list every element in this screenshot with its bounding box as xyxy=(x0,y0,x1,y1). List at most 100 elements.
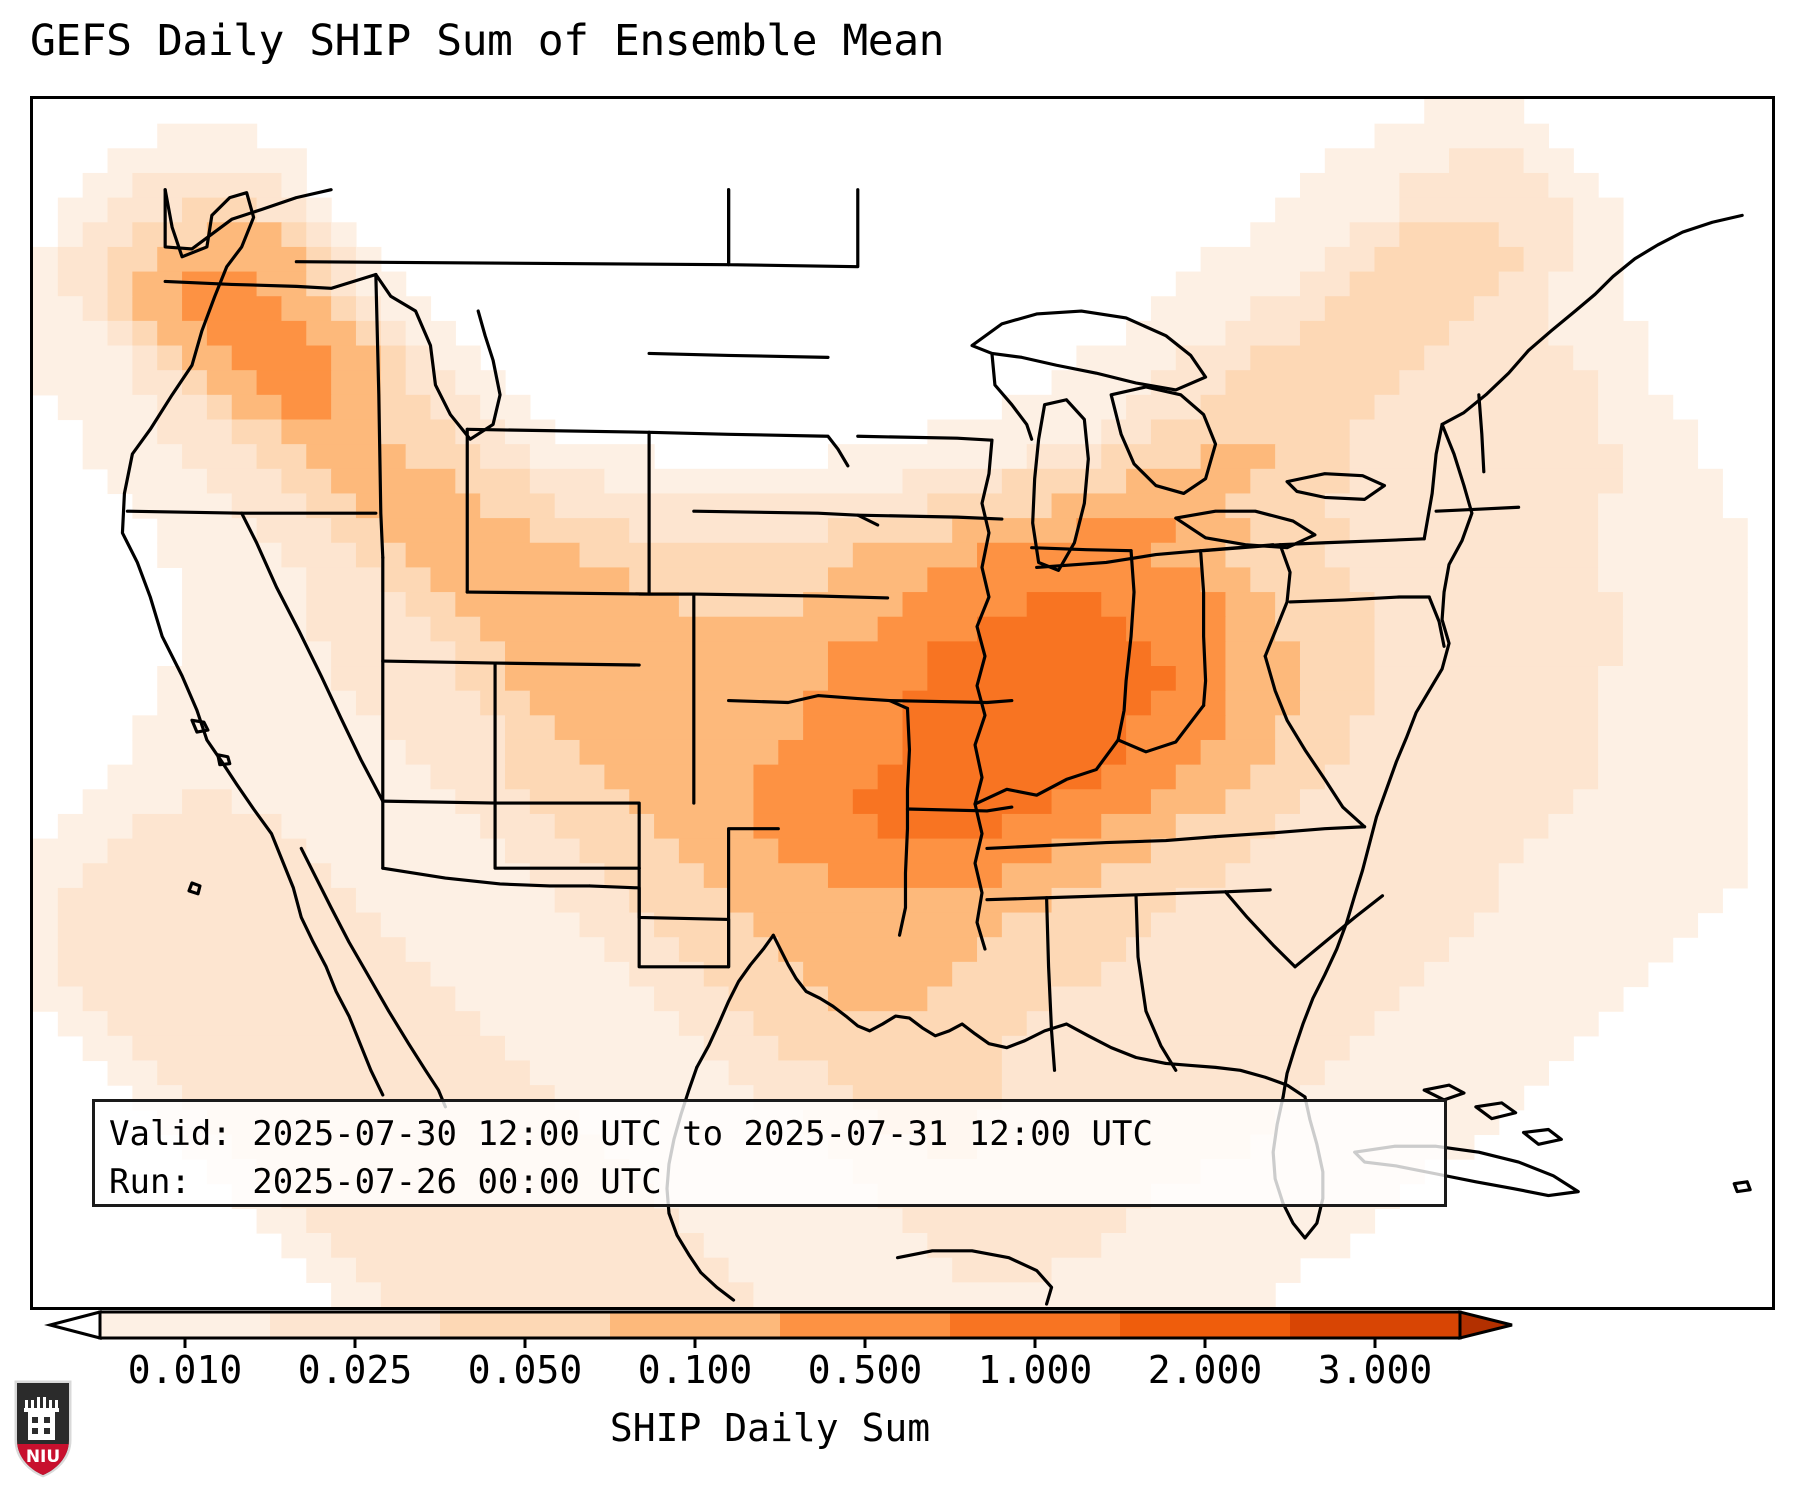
heatmap-cell xyxy=(1051,986,1400,1012)
heatmap-cell xyxy=(977,616,1127,642)
lake-superior xyxy=(970,309,1208,392)
heatmap-cell xyxy=(753,1282,1276,1307)
heatmap-cell xyxy=(405,345,432,371)
heatmap-cell xyxy=(1275,197,1400,223)
heatmap-cell xyxy=(380,370,407,396)
map-panel[interactable]: Valid: 2025-07-30 12:00 UTC to 2025-07-3… xyxy=(30,96,1775,1310)
coast-atlantic-mid xyxy=(1281,422,1474,1099)
heatmap-cell xyxy=(82,1035,133,1062)
heatmap-cell xyxy=(529,518,630,544)
heatmap-cell xyxy=(1101,592,1227,618)
heatmap-cell xyxy=(1548,271,1624,297)
forecast-info-box: Valid: 2025-07-30 12:00 UTC to 2025-07-3… xyxy=(92,1099,1447,1207)
colorbar-svg[interactable] xyxy=(30,1302,1530,1348)
heatmap-cell xyxy=(355,246,382,273)
heatmap-cell xyxy=(1150,912,1475,938)
heatmap-cell xyxy=(1101,1233,1351,1259)
colorbar-outline xyxy=(98,1310,1462,1340)
border-il-in xyxy=(1116,549,1136,742)
heatmap-cell xyxy=(355,1257,730,1283)
heatmap-cell xyxy=(405,320,456,347)
heatmap-cell xyxy=(1150,838,1251,864)
border-nm-mexico xyxy=(587,884,731,969)
heatmap-cell xyxy=(430,764,506,790)
run-time-line: Run: 2025-07-26 00:00 UTC xyxy=(109,1162,662,1202)
heatmap-cell xyxy=(57,887,357,914)
border-pa-md xyxy=(1288,595,1431,604)
heatmap-cell xyxy=(902,690,1152,716)
heatmap-cell xyxy=(1299,666,1376,692)
heatmap-cell xyxy=(355,690,481,716)
heatmap-cell xyxy=(355,887,556,914)
heatmap-cell xyxy=(1175,764,1251,790)
heatmap-cell xyxy=(1573,222,1624,248)
island-baja xyxy=(187,881,202,896)
heatmap-cell xyxy=(132,320,158,347)
heatmap-cell xyxy=(529,690,804,716)
colorbar[interactable] xyxy=(30,1302,1530,1348)
heatmap-cell xyxy=(1349,1035,1574,1062)
heatmap-cell xyxy=(1275,616,1376,642)
colorbar-tick-label: 0.010 xyxy=(127,1348,243,1392)
heatmap-cell xyxy=(1299,690,1376,716)
heatmap-cell xyxy=(256,518,332,544)
heatmap-cell xyxy=(654,986,730,1012)
border-ne-ks xyxy=(692,509,880,527)
heatmap-cell xyxy=(380,518,531,544)
heatmap-cell xyxy=(455,592,680,618)
heatmap-cell xyxy=(952,518,1077,544)
heatmap-cell xyxy=(430,616,481,642)
heatmap-cell xyxy=(1374,690,1599,716)
heatmap-cell xyxy=(306,246,332,273)
heatmap-cell xyxy=(1349,567,1599,593)
colorbar-tick-label: 0.100 xyxy=(637,1348,753,1392)
heatmap-cell xyxy=(1051,789,1152,815)
heatmap-cell xyxy=(380,1282,755,1307)
colorbar-axis-label: SHIP Daily Sum xyxy=(609,1406,931,1450)
heatmap-cell xyxy=(82,789,183,815)
heatmap-cell xyxy=(703,1233,928,1259)
border-us-canada-west xyxy=(163,188,333,251)
heatmap-cell xyxy=(33,246,59,273)
heatmap-cell xyxy=(1299,641,1376,667)
border-va-nc xyxy=(1213,825,1367,839)
heatmap-cell xyxy=(132,813,283,840)
lake-ontario xyxy=(1285,472,1387,501)
heatmap-cell xyxy=(1001,912,1152,938)
heatmap-cell xyxy=(182,616,307,642)
heatmap-cell xyxy=(430,345,481,371)
border-az-mexico xyxy=(381,866,592,888)
heatmap-cell xyxy=(1299,271,1351,297)
heatmap-cell xyxy=(629,887,730,914)
heatmap-cell xyxy=(1150,419,1351,445)
heatmap-cell xyxy=(1598,542,1748,568)
heatmap-cell xyxy=(33,345,133,371)
coast-texas-mexico xyxy=(695,933,775,1069)
heatmap-cell xyxy=(654,813,755,840)
heatmap-cell xyxy=(1523,246,1574,273)
heatmap-cell xyxy=(1449,320,1550,347)
coast-baja-california xyxy=(299,846,447,1109)
heatmap-cell xyxy=(107,764,432,790)
heatmap-cell xyxy=(579,838,680,864)
page-title: GEFS Daily SHIP Sum of Ensemble Mean xyxy=(30,16,944,66)
heatmap-cell xyxy=(1126,394,1202,421)
heatmap-cell xyxy=(33,271,59,297)
heatmap-cell xyxy=(33,863,84,889)
heatmap-cell xyxy=(728,986,829,1012)
heatmap-cell xyxy=(1374,616,1624,642)
heatmap-cell xyxy=(480,616,879,642)
heatmap-cell xyxy=(1573,197,1624,223)
heatmap-cell xyxy=(1001,1060,1326,1086)
map-canvas[interactable] xyxy=(33,99,1772,1307)
heatmap-cell xyxy=(1101,961,1425,988)
heatmap-cell xyxy=(306,271,332,297)
heatmap-cell xyxy=(281,222,307,248)
heatmap-cell xyxy=(157,345,183,371)
heatmap-cell xyxy=(1374,666,1599,692)
colorbar-segment xyxy=(780,1312,951,1338)
heatmap-cell xyxy=(1374,1011,1599,1037)
border-mo-il-ms-river xyxy=(973,438,994,806)
border-nc-sc xyxy=(1293,894,1385,969)
heatmap-cell xyxy=(306,222,332,248)
